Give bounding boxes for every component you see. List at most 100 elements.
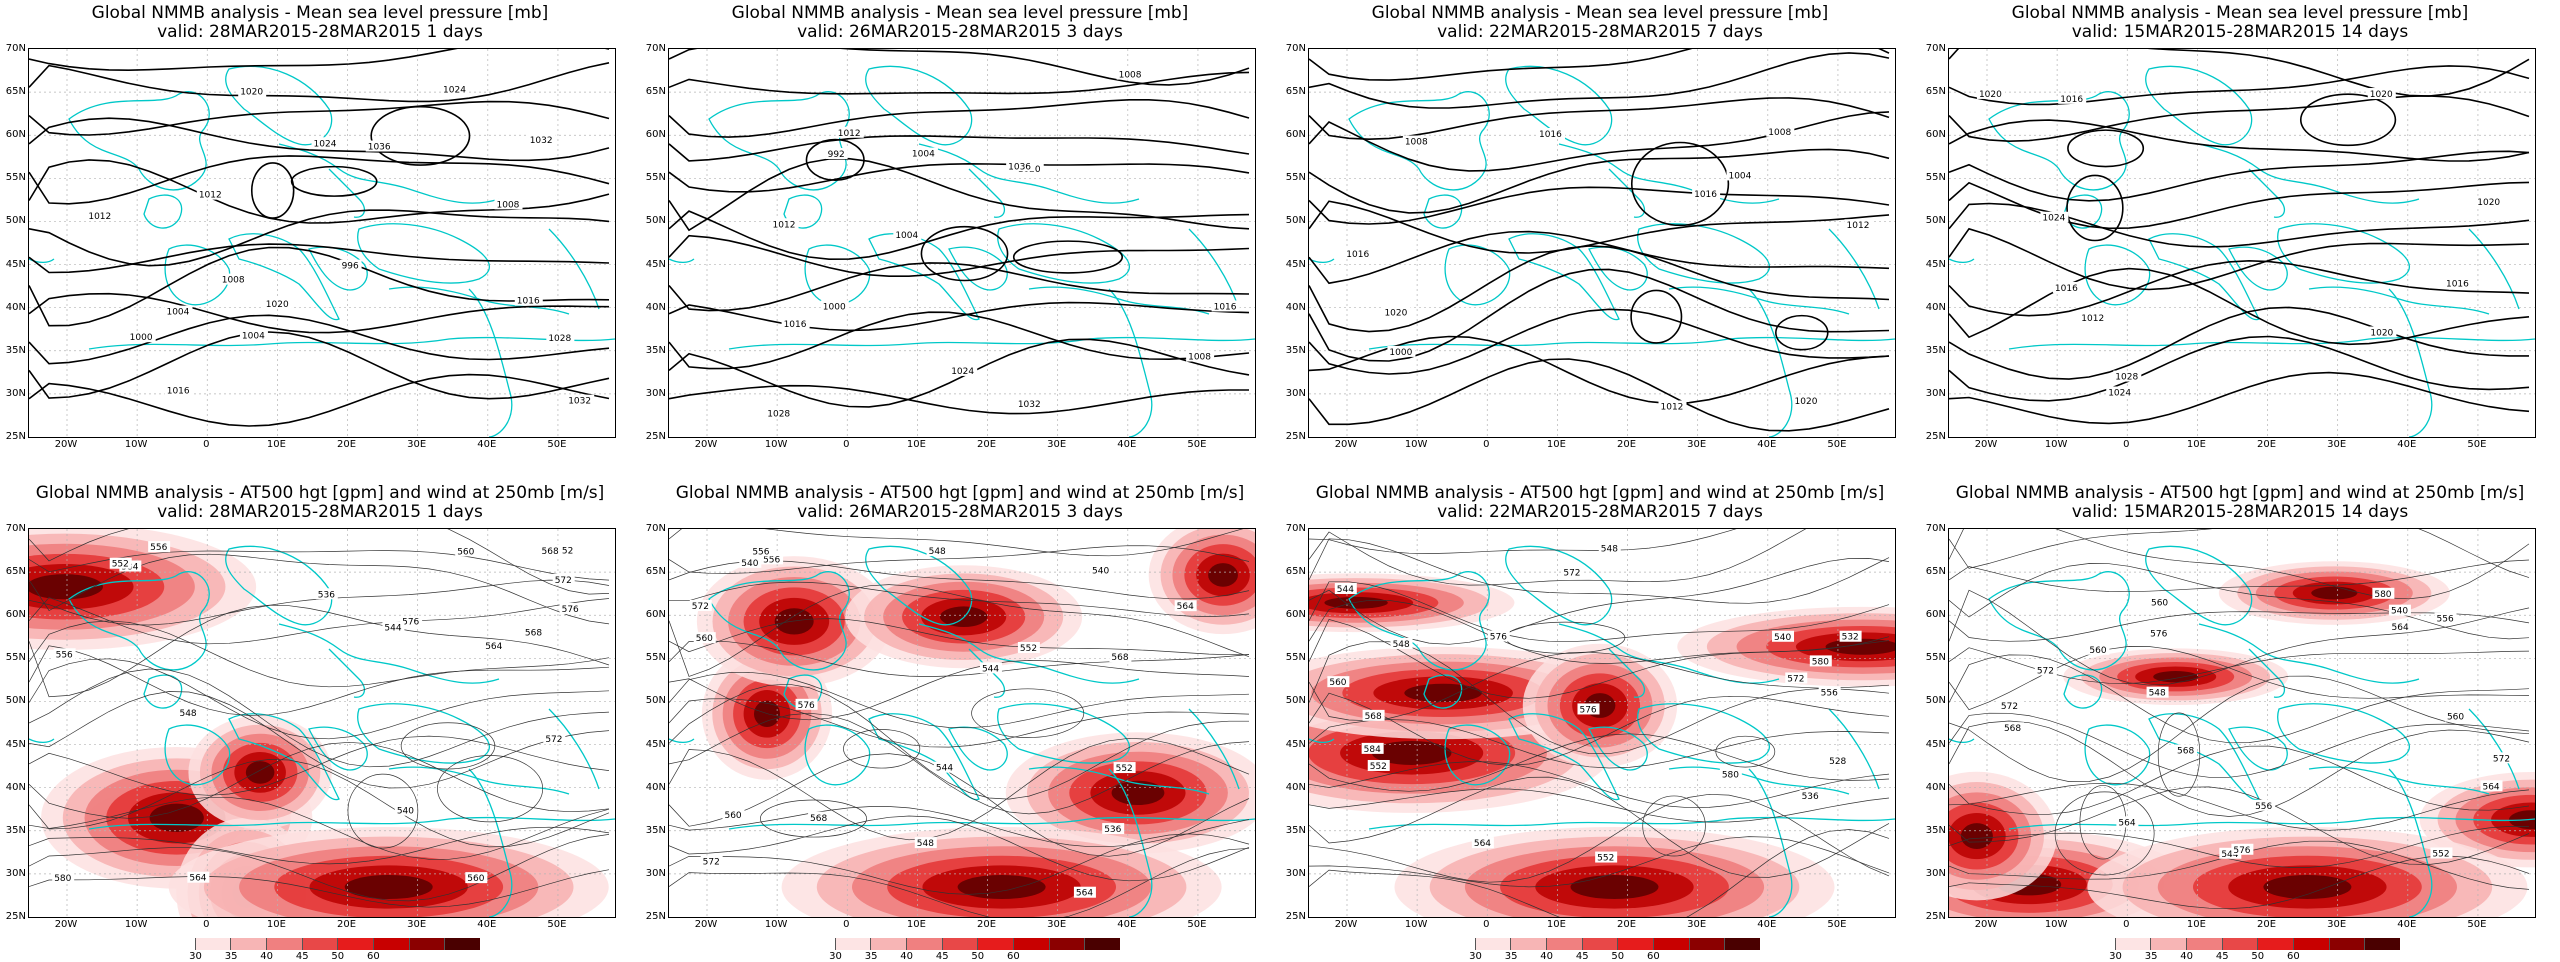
colorbar-swatch xyxy=(266,938,302,950)
map-svg: 1000 1004 1008 1012 1016 1020 1016 1012 1008 1016… xyxy=(1309,49,1895,437)
lat-tick-label: 25N xyxy=(1285,431,1306,442)
lat-tick-label: 55N xyxy=(1285,172,1306,184)
contour-label: 552 xyxy=(1116,764,1133,774)
colorbar-swatch xyxy=(2293,938,2329,950)
lon-tick-label: 50E xyxy=(1187,439,1207,450)
lat-tick-label: 40N xyxy=(1285,781,1306,793)
lon-tick-label: 10W xyxy=(1404,919,1428,930)
contour-label: 556 xyxy=(763,555,780,565)
mslp-panel: Global NMMB analysis - Mean sea level pr… xyxy=(640,0,1280,480)
colorbar-swatch xyxy=(1013,938,1049,950)
contour-label: 548 xyxy=(2149,689,2166,699)
lat-tick-label: 70N xyxy=(1285,43,1306,54)
lat-tick-label: 60N xyxy=(5,129,26,141)
contour-label: 544 xyxy=(1337,585,1354,595)
map-svg: 1020 1024 1028 1032 1012 1016 1008 1004 1000 996 1… xyxy=(29,49,615,437)
z500-panel: Global NMMB analysis - AT500 hgt [gpm] a… xyxy=(0,480,640,962)
lat-tick-label: 45N xyxy=(5,738,26,750)
contour-label: 1016 xyxy=(167,386,190,396)
colorbar xyxy=(800,938,1121,950)
panel-title: Global NMMB analysis - Mean sea level pr… xyxy=(1371,3,1829,23)
lat-tick-label: 70N xyxy=(5,43,26,54)
contour-label: 556 xyxy=(2255,802,2272,812)
contour-label: 552 xyxy=(1020,644,1037,654)
contour-label: 1012 xyxy=(773,220,796,230)
contour-label: 560 xyxy=(724,811,741,821)
contour-label: 1008 xyxy=(1768,128,1791,138)
colorbar-swatch xyxy=(2221,938,2258,950)
lon-tick-label: 50E xyxy=(2467,919,2487,930)
lat-tick-label: 50N xyxy=(645,215,666,227)
contour-label: 1020 xyxy=(266,300,289,310)
lon-tick-label: 50E xyxy=(1827,439,1847,450)
lat-tick-label: 50N xyxy=(645,695,666,707)
contour-label: 560 xyxy=(2447,713,2464,723)
lat-tick-label: 60N xyxy=(645,609,666,621)
colorbar-swatch xyxy=(906,938,942,950)
contour-label: 1024 xyxy=(314,139,337,149)
panel-title: Global NMMB analysis - AT500 hgt [gpm] a… xyxy=(1955,483,2525,503)
contour-label: 528 xyxy=(1829,757,1846,767)
lat-tick-label: 60N xyxy=(1285,609,1306,621)
colorbar-tick-label: 35 xyxy=(224,951,238,962)
contour-label: 1016 xyxy=(1694,190,1717,200)
lon-tick-label: 10E xyxy=(2186,439,2206,450)
contour-label: 576 xyxy=(2150,629,2167,639)
lon-tick-label: 50E xyxy=(547,919,567,930)
panel-valid-period: valid: 15MAR2015-28MAR2015 14 days xyxy=(2071,502,2409,522)
lat-tick-label: 45N xyxy=(1925,258,1946,270)
map-area: 540 544 548 552 556 560 564 568 572 576 536 540 544 5… xyxy=(668,528,1256,918)
colorbar-swatch xyxy=(1474,938,1511,950)
contour-label: 1036 xyxy=(368,143,391,153)
colorbar-tick-label: 50 xyxy=(971,951,985,962)
lat-tick-label: 30N xyxy=(5,867,26,879)
colorbar-swatch xyxy=(941,938,978,950)
contour-label: 548 xyxy=(1601,544,1618,554)
contour-label: 576 xyxy=(402,618,419,628)
contour-label: 1024 xyxy=(951,367,974,377)
contour-label: 1004 xyxy=(166,308,189,318)
contour-label: 548 xyxy=(929,547,946,557)
lat-tick-label: 50N xyxy=(1285,695,1306,707)
colorbar-swatch xyxy=(1581,938,1618,950)
contour-label: 576 xyxy=(1490,632,1507,642)
mslp-panel: Global NMMB analysis - Mean sea level pr… xyxy=(1280,0,1920,480)
lon-tick-label: 40E xyxy=(477,439,497,450)
lat-tick-label: 70N xyxy=(1925,43,1946,54)
lat-tick-label: 45N xyxy=(645,258,666,270)
contour-label: 1020 xyxy=(1979,90,2002,100)
lon-tick-label: 10E xyxy=(906,919,926,930)
contour-label: 1008 xyxy=(1119,71,1142,81)
colorbar-tick-label: 40 xyxy=(260,951,274,962)
contour-label: 552 xyxy=(112,560,129,570)
contour-label: 544 xyxy=(936,764,953,774)
colorbar-swatch xyxy=(977,938,1014,950)
lon-tick-label: 0 xyxy=(843,439,850,450)
contour-label: 532 xyxy=(1842,633,1859,643)
contour-label: 1024 xyxy=(2042,214,2065,224)
contour-label: 1016 xyxy=(2446,280,2469,290)
contour-label: 548 xyxy=(1393,640,1410,650)
panel-title: Global NMMB analysis - AT500 hgt [gpm] a… xyxy=(675,483,1245,503)
lat-tick-label: 25N xyxy=(1285,911,1306,922)
map-svg: 540 544 548 552 556 560 564 568 572 576 536 540 544 5… xyxy=(669,529,1255,917)
colorbar-tick-label: 40 xyxy=(1540,951,1554,962)
panel-title: Global NMMB analysis - Mean sea level pr… xyxy=(2011,3,2469,23)
contour-label: 544 xyxy=(2221,850,2238,860)
contour-label: 1020 xyxy=(2370,90,2393,100)
panel-title: Global NMMB analysis - AT500 hgt [gpm] a… xyxy=(35,483,605,503)
lon-tick-label: 20E xyxy=(337,919,357,930)
contour-label: 1028 xyxy=(2115,373,2138,383)
contour-label: 536 xyxy=(318,590,335,600)
contour-label: 1020 xyxy=(2477,198,2500,208)
contour-label: 540 xyxy=(1092,567,1109,577)
colorbar-swatch xyxy=(2257,938,2294,950)
contour-label: 1032 xyxy=(568,397,591,407)
map-svg: 540 544 548 552 556 560 564 568 572 576 560 564 568 5… xyxy=(1949,529,2535,917)
z500-panel: Global NMMB analysis - AT500 hgt [gpm] a… xyxy=(1920,480,2560,962)
lat-tick-label: 25N xyxy=(5,431,26,442)
colorbar-tick-label: 40 xyxy=(900,951,914,962)
lat-tick-label: 40N xyxy=(1925,301,1946,313)
lon-tick-label: 20W xyxy=(694,919,718,930)
